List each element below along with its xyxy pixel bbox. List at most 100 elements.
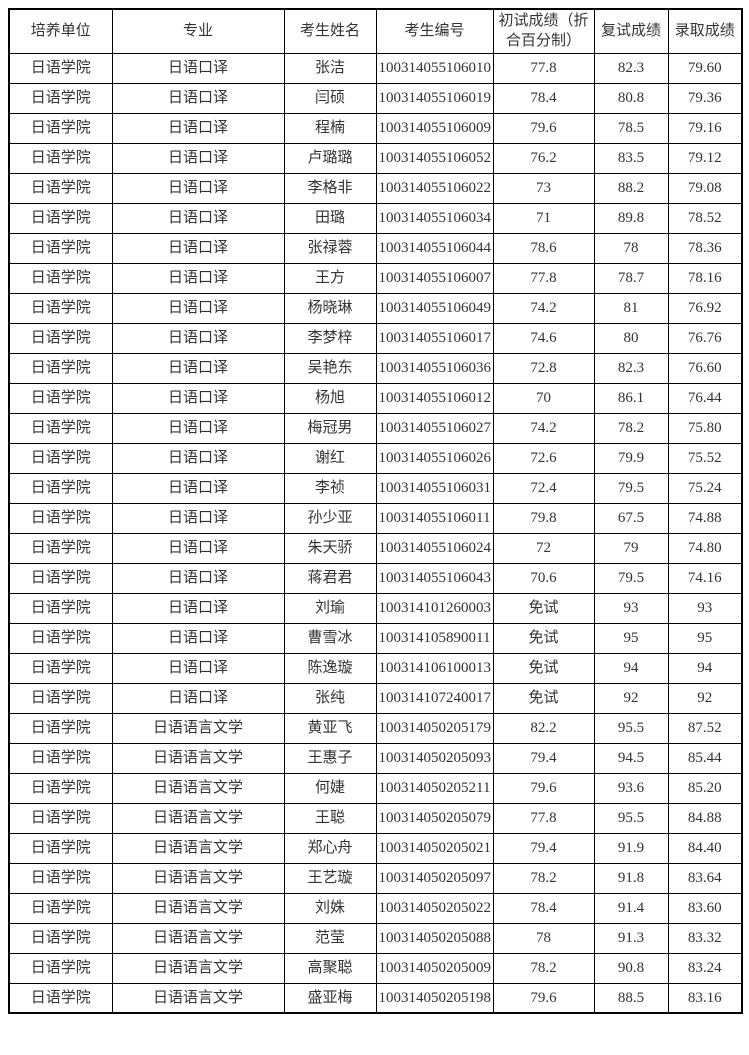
cell-id: 100314105890011 <box>375 622 494 654</box>
cell-initial-score: 免试 <box>492 592 595 624</box>
cell-initial-score: 79.8 <box>492 502 595 534</box>
cell-initial-score: 77.8 <box>492 802 595 834</box>
cell-final-score: 94 <box>667 652 743 684</box>
cell-id: 100314107240017 <box>375 682 494 714</box>
cell-final-score: 79.36 <box>667 82 743 114</box>
cell-final-score: 93 <box>667 592 743 624</box>
cell-retest-score: 94.5 <box>593 742 669 774</box>
cell-name: 王艺璇 <box>283 862 377 894</box>
table-row: 日语学院 日语语言文学 王惠子 100314050205093 79.4 94.5 85.4… <box>8 742 743 774</box>
table-row: 日语学院 日语口译 张禄蓉 100314055106044 78.6 78 78.36 <box>8 232 743 264</box>
cell-initial-score: 79.4 <box>492 832 595 864</box>
cell-unit: 日语学院 <box>8 892 113 924</box>
table-row: 日语学院 日语口译 李格非 100314055106022 73 88.2 79.08 <box>8 172 743 204</box>
cell-initial-score: 78.4 <box>492 892 595 924</box>
cell-id: 100314050205009 <box>375 952 494 984</box>
cell-initial-score: 免试 <box>492 682 595 714</box>
cell-retest-score: 95 <box>593 622 669 654</box>
cell-unit: 日语学院 <box>8 622 113 654</box>
cell-retest-score: 80.8 <box>593 82 669 114</box>
cell-final-score: 83.24 <box>667 952 743 984</box>
cell-initial-score: 72.4 <box>492 472 595 504</box>
cell-initial-score: 78.4 <box>492 82 595 114</box>
cell-name: 李祯 <box>283 472 377 504</box>
cell-name: 盛亚梅 <box>283 982 377 1014</box>
cell-initial-score: 74.2 <box>492 292 595 324</box>
cell-retest-score: 79.9 <box>593 442 669 474</box>
cell-name: 刘姝 <box>283 892 377 924</box>
table-row: 日语学院 日语口译 张洁 100314055106010 77.8 82.3 79.60 <box>8 52 743 84</box>
cell-final-score: 85.44 <box>667 742 743 774</box>
cell-name: 王惠子 <box>283 742 377 774</box>
cell-retest-score: 94 <box>593 652 669 684</box>
cell-id: 100314050205097 <box>375 862 494 894</box>
cell-major: 日语口译 <box>111 412 285 444</box>
cell-unit: 日语学院 <box>8 292 113 324</box>
cell-major: 日语语言文学 <box>111 892 285 924</box>
cell-retest-score: 89.8 <box>593 202 669 234</box>
cell-initial-score: 82.2 <box>492 712 595 744</box>
cell-final-score: 79.08 <box>667 172 743 204</box>
admission-results-table: 培养单位 专业 考生姓名 考生编号 初试成绩（折合百分制） 复试成绩 录取成绩 … <box>8 8 743 1014</box>
cell-id: 100314055106012 <box>375 382 494 414</box>
cell-initial-score: 免试 <box>492 622 595 654</box>
cell-final-score: 75.24 <box>667 472 743 504</box>
cell-retest-score: 78.7 <box>593 262 669 294</box>
table-row: 日语学院 日语口译 张纯 100314107240017 免试 92 92 <box>8 682 743 714</box>
cell-initial-score: 72 <box>492 532 595 564</box>
cell-final-score: 78.16 <box>667 262 743 294</box>
cell-final-score: 83.64 <box>667 862 743 894</box>
cell-retest-score: 91.3 <box>593 922 669 954</box>
cell-retest-score: 95.5 <box>593 802 669 834</box>
cell-id: 100314050205198 <box>375 982 494 1014</box>
cell-unit: 日语学院 <box>8 472 113 504</box>
cell-unit: 日语学院 <box>8 172 113 204</box>
cell-name: 李梦梓 <box>283 322 377 354</box>
cell-name: 杨晓琳 <box>283 292 377 324</box>
cell-unit: 日语学院 <box>8 862 113 894</box>
cell-major: 日语口译 <box>111 652 285 684</box>
header-cell-id: 考生编号 <box>375 8 494 54</box>
cell-initial-score: 72.8 <box>492 352 595 384</box>
cell-initial-score: 73 <box>492 172 595 204</box>
cell-major: 日语语言文学 <box>111 862 285 894</box>
cell-retest-score: 91.9 <box>593 832 669 864</box>
cell-major: 日语口译 <box>111 592 285 624</box>
cell-unit: 日语学院 <box>8 262 113 294</box>
cell-name: 张禄蓉 <box>283 232 377 264</box>
cell-retest-score: 92 <box>593 682 669 714</box>
cell-final-score: 85.20 <box>667 772 743 804</box>
cell-initial-score: 78.6 <box>492 232 595 264</box>
table-row: 日语学院 日语语言文学 何婕 100314050205211 79.6 93.6 85.20 <box>8 772 743 804</box>
cell-id: 100314055106034 <box>375 202 494 234</box>
cell-retest-score: 80 <box>593 322 669 354</box>
cell-unit: 日语学院 <box>8 532 113 564</box>
cell-retest-score: 82.3 <box>593 352 669 384</box>
cell-retest-score: 79.5 <box>593 472 669 504</box>
cell-major: 日语语言文学 <box>111 802 285 834</box>
cell-final-score: 74.16 <box>667 562 743 594</box>
cell-name: 田璐 <box>283 202 377 234</box>
cell-final-score: 92 <box>667 682 743 714</box>
cell-major: 日语语言文学 <box>111 772 285 804</box>
cell-major: 日语口译 <box>111 172 285 204</box>
cell-retest-score: 88.5 <box>593 982 669 1014</box>
cell-id: 100314055106019 <box>375 82 494 114</box>
cell-id: 100314050205211 <box>375 772 494 804</box>
cell-major: 日语口译 <box>111 382 285 414</box>
cell-unit: 日语学院 <box>8 112 113 144</box>
cell-major: 日语口译 <box>111 202 285 234</box>
cell-id: 100314055106007 <box>375 262 494 294</box>
cell-unit: 日语学院 <box>8 832 113 864</box>
cell-id: 100314055106027 <box>375 412 494 444</box>
cell-retest-score: 86.1 <box>593 382 669 414</box>
cell-name: 张纯 <box>283 682 377 714</box>
cell-id: 100314050205088 <box>375 922 494 954</box>
table-row: 日语学院 日语语言文学 刘姝 100314050205022 78.4 91.4 83.60 <box>8 892 743 924</box>
cell-initial-score: 74.6 <box>492 322 595 354</box>
cell-major: 日语语言文学 <box>111 712 285 744</box>
cell-initial-score: 71 <box>492 202 595 234</box>
cell-unit: 日语学院 <box>8 232 113 264</box>
table-header: 培养单位 专业 考生姓名 考生编号 初试成绩（折合百分制） 复试成绩 录取成绩 <box>8 8 743 54</box>
cell-unit: 日语学院 <box>8 322 113 354</box>
